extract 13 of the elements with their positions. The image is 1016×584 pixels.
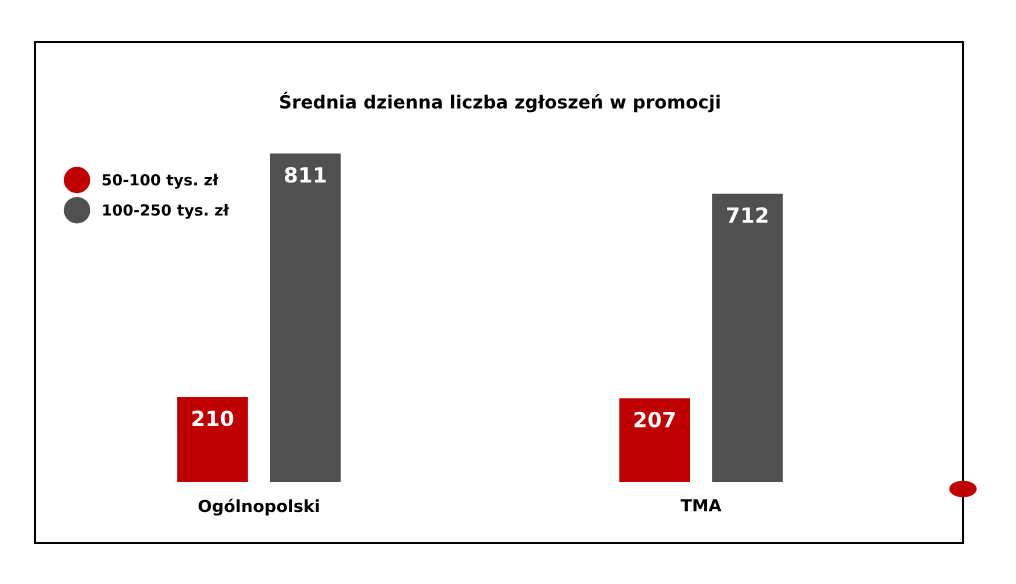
x-tick-label: TMA (680, 499, 722, 512)
data-label: 811 (284, 167, 326, 183)
data-label: 207 (634, 411, 675, 428)
bar (177, 396, 248, 482)
data-label: 712 (727, 207, 768, 223)
bar (270, 153, 341, 482)
chart-title: Średnia dzienna liczba zgłoszeń w promocji (280, 91, 720, 113)
bar (619, 398, 690, 482)
bar (712, 193, 783, 482)
data-label: 210 (192, 410, 234, 427)
legend-label: 100-250 tys. zł (103, 203, 230, 219)
x-tick-label: Ogólnopolski (198, 498, 319, 516)
legend-label: 50-100 tys. zł (102, 173, 219, 189)
